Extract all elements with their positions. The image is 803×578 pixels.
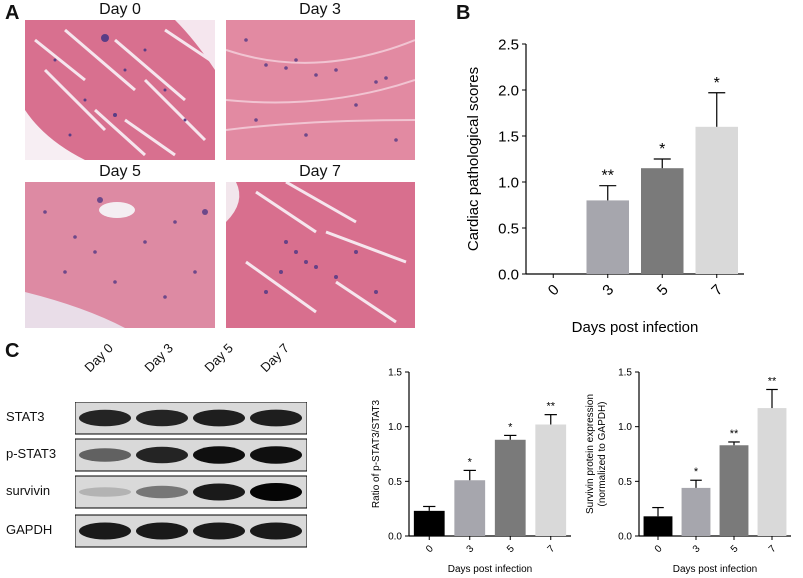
blot-lane-label: Day 5 <box>201 340 237 375</box>
bar <box>586 200 630 274</box>
blot-band <box>193 522 245 540</box>
blot-band <box>193 483 245 501</box>
bar <box>681 487 711 536</box>
blot-strips <box>75 402 307 548</box>
bar <box>695 126 739 274</box>
x-axis-label: Days post infection <box>448 564 533 575</box>
y-tick-label: 1.5 <box>618 368 632 379</box>
y-axis-label: (normalized to GAPDH) <box>597 401 608 506</box>
significance-marker: * <box>659 141 665 158</box>
bar <box>454 480 486 536</box>
significance-marker: * <box>694 466 699 478</box>
blot-band <box>250 409 302 427</box>
histology-image-day7 <box>226 182 415 328</box>
histology-image-day3 <box>226 20 415 160</box>
x-tick-label: 3 <box>599 281 617 299</box>
y-tick-label: 1.0 <box>388 422 402 433</box>
significance-marker: ** <box>730 428 739 440</box>
panel-label-a: A <box>5 2 20 24</box>
significance-marker: * <box>508 421 513 433</box>
panel-label-c: C <box>5 340 20 362</box>
x-tick-label: 0 <box>545 281 563 299</box>
blot-lane-label: Day 3 <box>141 340 177 375</box>
significance-marker: * <box>468 456 473 468</box>
blot-band <box>193 409 245 427</box>
histology-image-day0 <box>25 20 215 160</box>
histology-label-day5: Day 5 <box>99 163 141 180</box>
x-tick-label: 7 <box>767 543 779 555</box>
bar <box>757 408 787 536</box>
y-axis-label: Cardiac pathological scores <box>465 67 482 251</box>
blot-band <box>79 409 131 427</box>
chart-pstat3-ratio: 0.0 0.5 1.0 1.5 0 * 3 * 5 ** 7 Days post infection R… <box>371 368 571 575</box>
y-tick-label: 1.0 <box>498 174 519 191</box>
y-tick-label: 0.0 <box>618 532 632 543</box>
y-tick-label: 1.0 <box>618 422 632 433</box>
bar <box>413 510 445 536</box>
bar <box>535 424 567 536</box>
x-tick-label: 5 <box>729 543 741 555</box>
y-tick-label: 0.5 <box>618 477 632 488</box>
histology-label-day0: Day 0 <box>99 1 141 18</box>
bar <box>643 516 673 536</box>
blot-band <box>79 522 131 540</box>
histology-label-day3: Day 3 <box>299 1 341 18</box>
bar <box>719 445 749 536</box>
blot-lane-label: Day 7 <box>257 340 293 375</box>
blot-band <box>250 446 302 464</box>
western-blot: Day 0 Day 3 Day 5 Day 7 STAT3 p-STAT3 su… <box>0 340 310 578</box>
blot-band <box>136 485 188 499</box>
y-tick-label: 0.5 <box>498 220 519 237</box>
bar <box>494 439 526 536</box>
x-tick-label: 5 <box>505 543 517 555</box>
y-tick-label: 0.0 <box>498 266 519 283</box>
x-axis-label: Days post infection <box>673 564 758 575</box>
panel-label-b: B <box>456 2 471 24</box>
significance-marker: * <box>714 75 720 92</box>
y-tick-label: 0.5 <box>388 477 402 488</box>
blot-row-label: GAPDH <box>6 522 53 537</box>
significance-marker: ** <box>546 401 555 413</box>
chart-survivin-expression: 0.0 0.5 1.0 1.5 0 * 3 ** 5 ** 7 Days post infection… <box>585 368 791 575</box>
bar <box>640 168 684 274</box>
histology-label-day7: Day 7 <box>299 163 341 180</box>
y-axis-label: Survivin protein expression <box>585 394 596 514</box>
x-tick-label: 0 <box>653 543 665 555</box>
blot-band <box>136 522 188 540</box>
x-tick-label: 3 <box>465 543 477 555</box>
blot-band <box>79 487 131 497</box>
chart-cardiac-scores: 0.0 0.5 1.0 1.5 2.0 2.5 0 ** 3 * 5 * 7 Days post infe… <box>465 36 744 336</box>
y-tick-label: 2.0 <box>498 82 519 99</box>
y-tick-label: 0.0 <box>388 532 402 543</box>
significance-marker: ** <box>768 375 777 387</box>
y-tick-label: 1.5 <box>498 128 519 145</box>
blot-band <box>250 522 302 540</box>
x-tick-label: 7 <box>546 543 558 555</box>
blot-band <box>79 448 131 462</box>
y-axis-label: Ratio of p-STAT3/STAT3 <box>371 399 382 508</box>
x-tick-label: 0 <box>424 543 436 555</box>
x-tick-label: 3 <box>691 543 703 555</box>
x-axis-label: Days post infection <box>572 319 699 336</box>
y-tick-label: 2.5 <box>498 36 519 53</box>
blot-band <box>136 409 188 427</box>
blot-band <box>250 483 302 501</box>
blot-band <box>136 446 188 464</box>
blot-row-label: survivin <box>6 483 51 498</box>
x-tick-label: 5 <box>654 281 672 299</box>
blot-lane-label: Day 0 <box>81 340 117 375</box>
blot-band <box>193 446 245 464</box>
blot-row-label: p-STAT3 <box>6 446 57 461</box>
y-tick-label: 1.5 <box>388 368 402 379</box>
significance-marker: ** <box>602 168 614 185</box>
x-tick-label: 7 <box>708 281 726 299</box>
blot-row-label: STAT3 <box>6 409 45 424</box>
histology-image-day5 <box>25 182 215 328</box>
